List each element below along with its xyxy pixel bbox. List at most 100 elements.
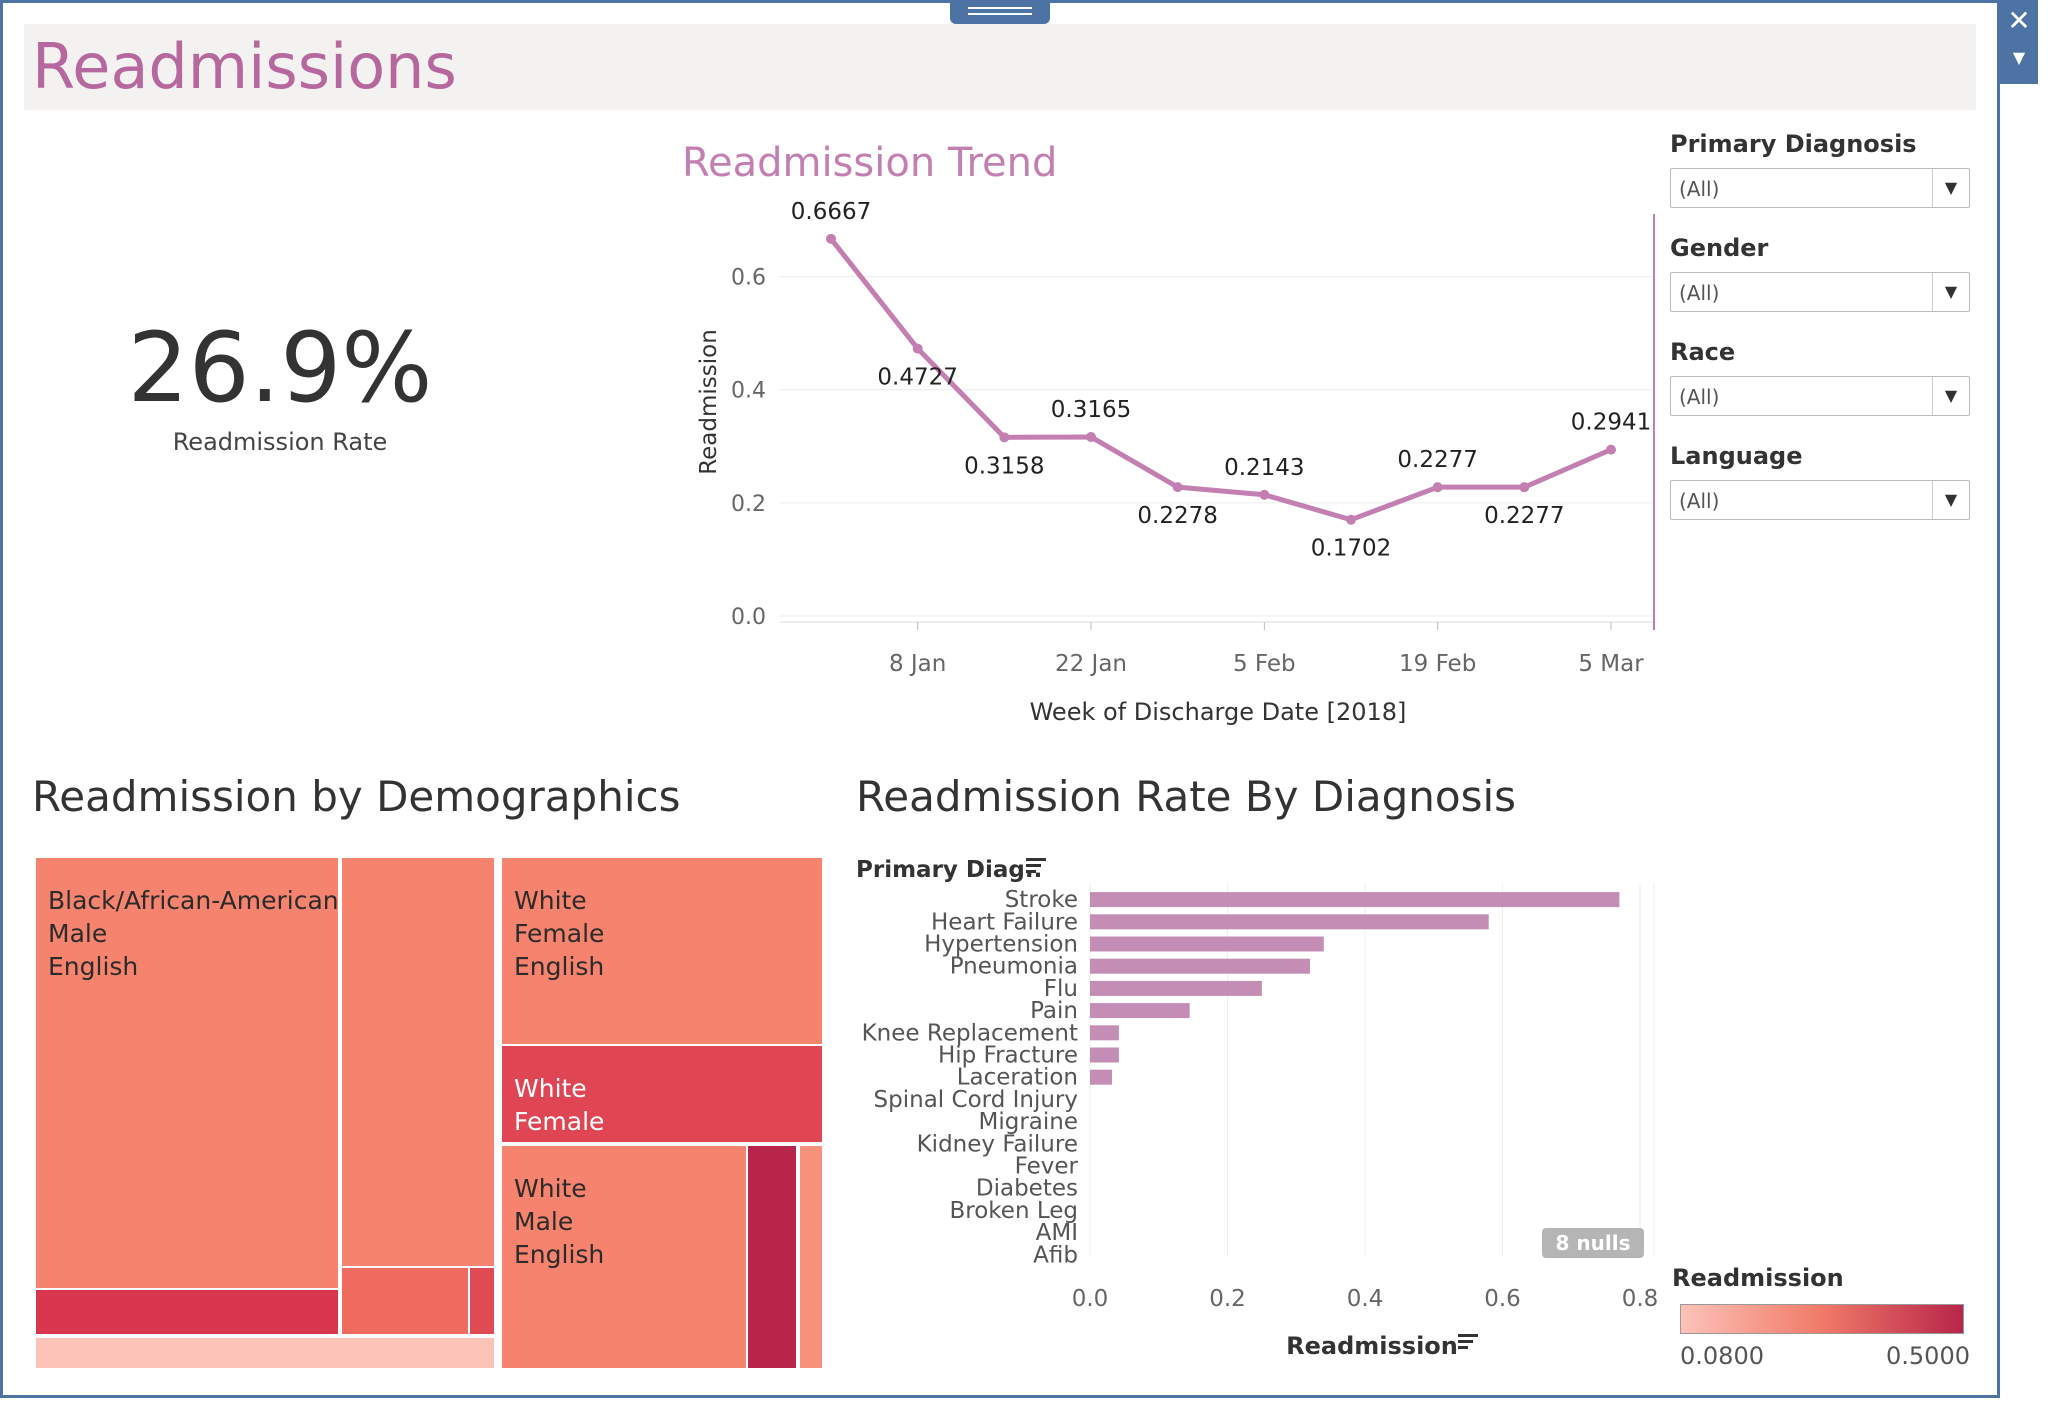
x-tick-label: 8 Jan — [889, 651, 946, 677]
close-icon[interactable]: ✕ — [2007, 4, 2031, 37]
kpi-label: Readmission Rate — [172, 428, 388, 456]
filter-primary-diagnosis: Primary Diagnosis (All) ▼ — [1670, 130, 1970, 208]
treemap-cell-label: Black/African-American Male English — [48, 886, 339, 981]
race-dropdown[interactable]: (All) ▼ — [1670, 376, 1970, 416]
treemap-cell[interactable]: White Male English — [500, 1144, 748, 1370]
data-label: 0.2143 — [1224, 455, 1304, 481]
category-label: Fever — [1015, 1154, 1079, 1180]
diagnosis-bar-chart: 0.0 0.2 0.4 0.6 0.8 Primary Diag.. StrokeHeart… — [856, 857, 1658, 1360]
category-label: Pain — [1030, 998, 1078, 1024]
filter-label: Gender — [1670, 234, 1769, 262]
drag-handle[interactable] — [950, 0, 1050, 24]
category-label: Stroke — [1005, 887, 1078, 913]
y-axis-title: Readmission — [696, 329, 722, 475]
data-point — [1259, 489, 1270, 500]
x-tick-label: 0.6 — [1484, 1286, 1521, 1312]
category-label: Flu — [1044, 976, 1078, 1002]
x-axis-title: Week of Discharge Date [2018] — [1030, 698, 1407, 726]
data-label: 0.1702 — [1311, 536, 1391, 562]
nulls-badge — [1542, 1228, 1644, 1258]
treemap-cell[interactable] — [34, 1336, 496, 1370]
dashboard-title: Readmissions — [32, 30, 457, 103]
category-label: Pneumonia — [950, 954, 1078, 980]
chevron-down-icon[interactable]: ▼ — [1932, 481, 1969, 519]
series-line — [829, 237, 1612, 523]
legend-max: 0.5000 — [1886, 1342, 1970, 1370]
category-label: Kidney Failure — [917, 1131, 1078, 1157]
y-tick-label: 0.0 — [731, 605, 766, 630]
primary-diagnosis-dropdown[interactable]: (All) ▼ — [1670, 168, 1970, 208]
bar — [1090, 958, 1310, 974]
sort-icon — [1458, 1346, 1468, 1349]
category-label: Heart Failure — [931, 909, 1078, 935]
data-label: 0.3165 — [1051, 397, 1131, 423]
category-label: AMI — [1036, 1220, 1078, 1246]
bar — [1090, 936, 1324, 952]
sort-icon — [1026, 858, 1046, 861]
treemap-cell[interactable] — [468, 1266, 496, 1336]
bar — [1090, 892, 1620, 908]
y-tick-label: 0.4 — [731, 379, 766, 404]
x-tick-label: 22 Jan — [1055, 651, 1127, 677]
treemap-cell[interactable] — [340, 856, 496, 1268]
data-label: 0.6667 — [791, 200, 871, 225]
demographics-title: Readmission by Demographics — [32, 772, 681, 821]
category-label: Hip Fracture — [938, 1043, 1078, 1069]
filter-language: Language (All) ▼ — [1670, 442, 1970, 520]
treemap-cell[interactable]: Black/African-American Male English — [34, 856, 340, 1290]
category-label: Hypertension — [924, 932, 1078, 958]
chevron-down-icon[interactable]: ▼ — [1932, 273, 1969, 311]
chevron-down-icon[interactable]: ▼ — [1932, 377, 1969, 415]
data-point — [826, 233, 836, 244]
category-label: Afib — [1033, 1242, 1078, 1268]
diagnosis-chart-title: Readmission Rate By Diagnosis — [856, 772, 1517, 821]
category-label: Knee Replacement — [862, 1020, 1078, 1046]
data-point — [1172, 482, 1183, 493]
data-point — [1519, 482, 1530, 493]
treemap-cell-label: White Female — [514, 1074, 605, 1136]
data-point — [1432, 482, 1443, 493]
data-point — [1606, 444, 1616, 455]
category-label: Diabetes — [976, 1176, 1078, 1202]
sort-icon — [1458, 1334, 1478, 1337]
nulls-badge-label: 8 nulls — [1556, 1231, 1631, 1255]
data-label: 0.2277 — [1397, 447, 1477, 473]
filter-label: Race — [1670, 338, 1736, 366]
trend-chart: 0.0 0.2 0.4 0.6 8 Jan 22 Jan 5 Feb 19 Feb 5 Mar W… — [696, 200, 1655, 726]
bar — [1090, 914, 1489, 930]
x-tick-label: 5 Mar — [1578, 651, 1644, 677]
treemap-cell[interactable] — [340, 1266, 470, 1336]
gender-dropdown[interactable]: (All) ▼ — [1670, 272, 1970, 312]
category-label: Laceration — [957, 1065, 1078, 1091]
dropdown-value: (All) — [1679, 489, 1720, 513]
bar — [1090, 1069, 1112, 1085]
x-tick-label: 0.0 — [1072, 1286, 1109, 1312]
data-label: 0.2277 — [1484, 503, 1564, 529]
sort-icon — [1026, 870, 1036, 873]
treemap-cell[interactable] — [34, 1288, 340, 1336]
sort-icon — [1458, 1340, 1473, 1343]
category-label: Migraine — [978, 1109, 1078, 1135]
chevron-down-icon[interactable]: ▼ — [1932, 169, 1969, 207]
treemap-cell[interactable]: White Female — [500, 1044, 824, 1144]
treemap-cell[interactable] — [746, 1144, 798, 1370]
data-label: 0.4727 — [877, 365, 957, 391]
data-label: 0.2278 — [1137, 503, 1217, 529]
dropdown-arrow-icon[interactable]: ▼ — [2012, 48, 2026, 67]
x-tick-label: 0.2 — [1209, 1286, 1246, 1312]
language-dropdown[interactable]: (All) ▼ — [1670, 480, 1970, 520]
legend-title: Readmission — [1672, 1264, 1844, 1292]
legend-min: 0.0800 — [1680, 1342, 1764, 1370]
title-bar: Readmissions — [24, 24, 1976, 110]
x-tick-label: 19 Feb — [1399, 651, 1476, 677]
bar — [1090, 1025, 1119, 1041]
kpi-card: 26.9% Readmission Rate — [60, 320, 500, 456]
category-header: Primary Diag.. — [856, 857, 1042, 883]
treemap-cell[interactable] — [798, 1144, 824, 1370]
dropdown-value: (All) — [1679, 281, 1720, 305]
data-point — [912, 343, 923, 354]
filter-label: Primary Diagnosis — [1670, 130, 1917, 158]
sort-icon — [1026, 864, 1041, 867]
filter-label: Language — [1670, 442, 1803, 470]
treemap-cell[interactable]: White Female English — [500, 856, 824, 1046]
